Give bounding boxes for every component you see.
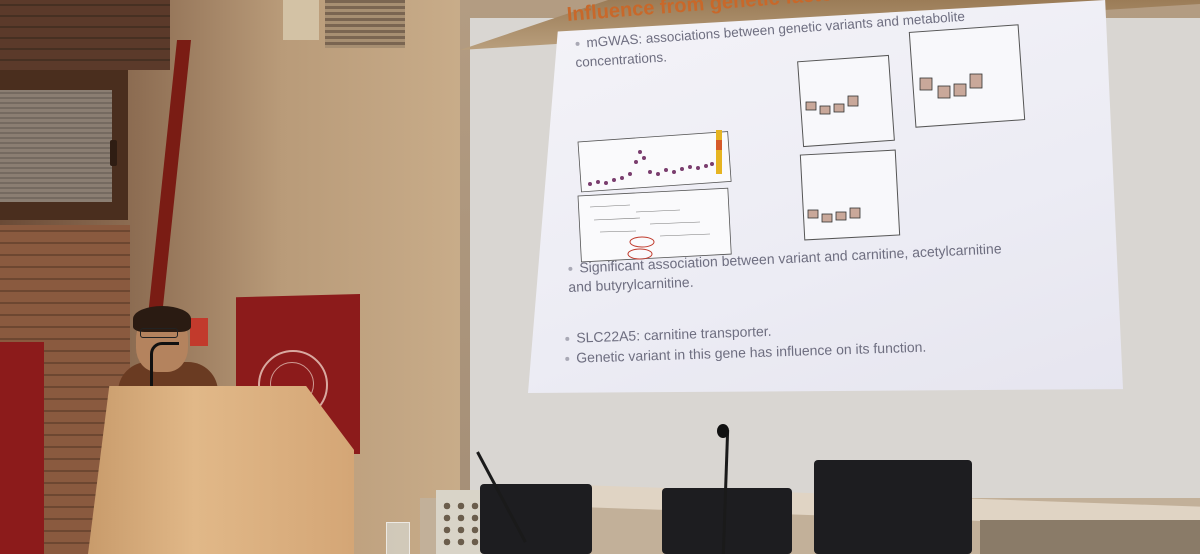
manhattan-plot-figure [577,130,732,263]
chair [480,484,592,554]
ceiling-speaker [283,0,319,40]
bullet-dot-icon [575,42,580,47]
wooden-podium [88,386,354,554]
microphone-head-icon [717,424,729,438]
table-front [980,520,1200,554]
bullet-dot-icon [568,267,573,272]
bullet-dot-icon [565,357,570,362]
ceiling-vent [325,0,405,48]
university-banner-left [0,342,44,554]
window-handle [110,140,117,166]
bullet-dot-icon [565,337,570,342]
boxplot-marks [805,73,983,223]
chair [662,488,792,554]
podium-microphone [150,342,179,391]
brick-wall-top [0,0,170,70]
speaker-hair [133,306,191,332]
chair [814,460,972,554]
water-glass [386,522,410,554]
glasses-icon [140,328,178,338]
exit-sign [190,318,208,346]
window-blind [0,90,112,202]
